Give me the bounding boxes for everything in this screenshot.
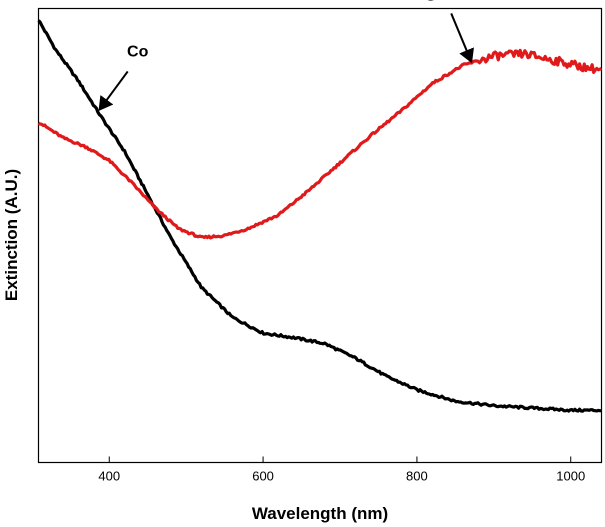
annotation-arrow: [98, 70, 129, 112]
series-line-co: [37, 19, 602, 413]
x-tick-label: 800: [406, 469, 428, 484]
x-tick-label: 400: [98, 469, 120, 484]
series-line-au-co: [37, 48, 603, 240]
x-tick-label: 600: [252, 469, 274, 484]
x-tick-label: 1000: [556, 469, 585, 484]
x-axis-ticks: 400 600 800 1000: [98, 456, 585, 484]
y-axis-title: Extinction (A.U.): [2, 169, 21, 301]
plot-frame: [37, 7, 603, 464]
annotation-layer: Co Au@Co: [98, 0, 474, 112]
series-layer: [37, 19, 603, 413]
annotation-label: Co: [127, 43, 149, 60]
annotation-label: Au@Co: [402, 0, 460, 2]
annotation-arrow: [450, 13, 474, 64]
x-axis-title: Wavelength (nm): [252, 504, 388, 523]
